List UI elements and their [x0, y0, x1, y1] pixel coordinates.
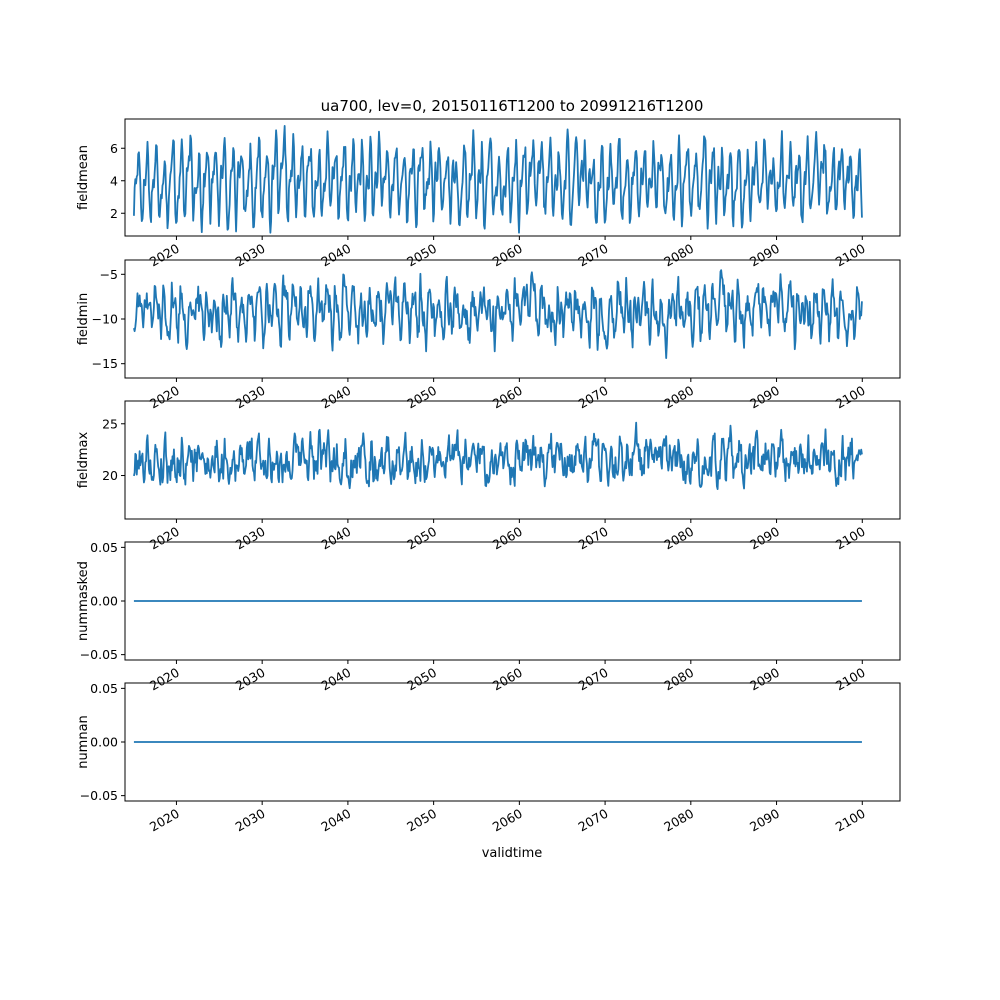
fieldmean-x-tick-label: 2090: [747, 241, 782, 270]
numnan-y-tick-label: −0.05: [80, 788, 118, 803]
numnan-x-tick-label: 2090: [747, 806, 782, 835]
nummasked-x-tick-label: 2070: [576, 665, 611, 694]
fieldmax-x-tick-label: 2090: [747, 524, 782, 553]
fieldmin-y-tick-label: −10: [92, 312, 118, 327]
fieldmean-y-tick-label: 4: [110, 173, 118, 188]
nummasked-y-tick-label: 0.00: [90, 594, 118, 609]
fieldmean-x-tick-label: 2050: [404, 241, 439, 270]
fieldmin-x-tick-label: 2090: [747, 383, 782, 412]
fieldmax-y-axis-label: fieldmax: [76, 432, 91, 489]
numnan-y-tick-label: 0.05: [90, 681, 118, 696]
nummasked-x-tick-label: 2050: [404, 665, 439, 694]
panel-fieldmax: 20 25 2020 2030 2040 2050 2060 2070 2080 2090 2100…: [76, 400, 901, 553]
fieldmax-x-tick-label: 2060: [490, 524, 525, 553]
fieldmax-y-tick-label: 20: [102, 468, 118, 483]
numnan-x-tick-label: 2050: [404, 806, 439, 835]
fieldmin-y-tick-label: −15: [92, 356, 118, 371]
fieldmean-x-tick-label: 2060: [490, 241, 525, 270]
numnan-x-tick-label: 2040: [318, 806, 353, 835]
fieldmax-series-line: [133, 421, 863, 491]
fieldmin-y-tick-label: −5: [100, 267, 118, 282]
fieldmin-x-tick-label: 2060: [490, 383, 525, 412]
fieldmax-x-tick-label: 2020: [147, 524, 182, 553]
nummasked-x-tick-label: 2100: [833, 665, 868, 694]
fieldmean-x-tick-label: 2070: [576, 241, 611, 270]
nummasked-x-tick-label: 2020: [147, 665, 182, 694]
fieldmax-x-tick-label: 2070: [576, 524, 611, 553]
fieldmin-y-axis-label: fieldmin: [76, 293, 91, 346]
fieldmean-x-tick-label: 2020: [147, 241, 182, 270]
fieldmax-x-tick-label: 2050: [404, 524, 439, 553]
fieldmin-x-tick-label: 2030: [233, 383, 268, 412]
fieldmean-x-tick-label: 2040: [318, 241, 353, 270]
panel-numnan: −0.05 0.00 0.05 2020 2030 2040 2050 2060 2070 208…: [76, 681, 901, 835]
fieldmax-x-tick-label: 2040: [318, 524, 353, 553]
fieldmean-y-tick-label: 2: [110, 206, 118, 221]
fieldmean-x-tick-label: 2030: [233, 241, 268, 270]
fieldmean-y-axis-label: fieldmean: [76, 145, 91, 210]
numnan-x-tick-label: 2060: [490, 806, 525, 835]
numnan-x-tick-label: 2080: [661, 806, 696, 835]
panel-fieldmean: 2 4 6 2020 2030 2040 2050 2060 2070 2080 2090 2100 f…: [76, 118, 901, 270]
chart-title: ua700, lev=0, 20150116T1200 to 20991216T…: [321, 97, 704, 115]
fieldmean-series-line: [133, 124, 863, 234]
fieldmax-x-tick-label: 2030: [233, 524, 268, 553]
numnan-y-tick-label: 0.00: [90, 735, 118, 750]
panels: 2 4 6 2020 2030 2040 2050 2060 2070 2080 2090 2100 f…: [65, 118, 960, 835]
fieldmin-x-tick-label: 2050: [404, 383, 439, 412]
fieldmean-x-tick-label: 2100: [833, 241, 868, 270]
nummasked-x-tick-label: 2060: [490, 665, 525, 694]
fieldmin-x-tick-label: 2070: [576, 383, 611, 412]
fieldmin-x-tick-label: 2080: [661, 383, 696, 412]
x-axis-label: validtime: [482, 846, 543, 861]
nummasked-x-tick-label: 2090: [747, 665, 782, 694]
panel-fieldmin: −15 −10 −5 2020 2030 2040 2050 2060 2070 2080 2090…: [76, 259, 901, 412]
fieldmax-y-tick-label: 25: [102, 416, 118, 431]
panel-nummasked: −0.05 0.00 0.05 2020 2030 2040 2050 2060 2070 208…: [76, 540, 901, 694]
fieldmin-x-tick-label: 2040: [318, 383, 353, 412]
fieldmax-x-tick-label: 2080: [661, 524, 696, 553]
numnan-x-tick-label: 2030: [233, 806, 268, 835]
nummasked-y-tick-label: 0.05: [90, 540, 118, 555]
fieldmax-x-tick-label: 2100: [833, 524, 868, 553]
nummasked-y-tick-label: −0.05: [80, 647, 118, 662]
fieldmean-x-tick-label: 2080: [661, 241, 696, 270]
fieldmin-series-line: [133, 269, 863, 360]
nummasked-y-axis-label: nummasked: [76, 561, 91, 641]
fieldmean-axes-frame: [124, 118, 901, 237]
fieldmin-x-tick-label: 2100: [833, 383, 868, 412]
numnan-x-tick-label: 2020: [147, 806, 182, 835]
numnan-x-tick-label: 2100: [833, 806, 868, 835]
nummasked-x-tick-label: 2080: [661, 665, 696, 694]
nummasked-x-tick-label: 2030: [233, 665, 268, 694]
nummasked-x-tick-label: 2040: [318, 665, 353, 694]
fieldmin-x-tick-label: 2020: [147, 383, 182, 412]
numnan-x-tick-label: 2070: [576, 806, 611, 835]
numnan-y-axis-label: numnan: [76, 715, 91, 769]
fieldmean-y-tick-label: 6: [110, 141, 118, 156]
